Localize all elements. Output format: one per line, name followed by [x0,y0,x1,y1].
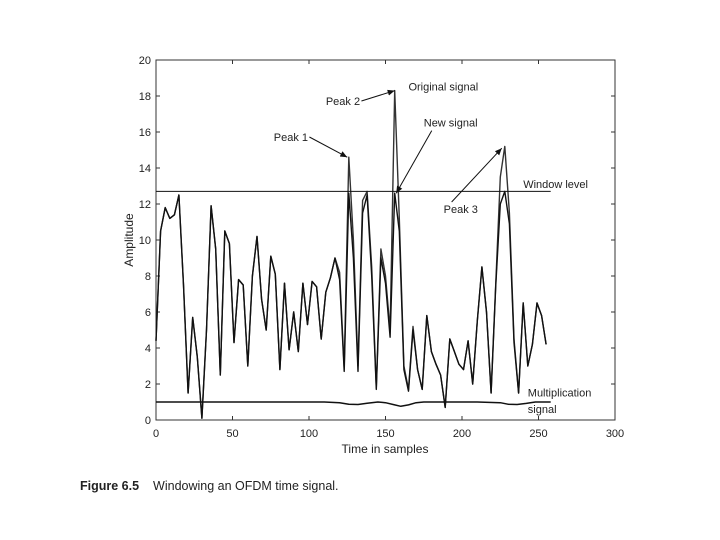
y-tick-label-10: 10 [139,235,151,247]
y-tick-label-12: 12 [139,199,151,211]
x-tick-label-300: 300 [606,428,624,440]
x-tick-label-150: 150 [376,428,394,440]
axis-ticks: 0 50 100 150 200 250 300 0 2 4 6 8 10 12 14 16 18 20 [139,55,624,440]
annotation-peak-1: Peak 1 [274,132,308,144]
annotation-arrow-new-signal [395,130,433,194]
annotation-arrow-peak-1 [309,136,348,158]
y-tick-label-6: 6 [145,307,151,319]
series-original-signal [155,89,547,419]
annotation-signal: signal [528,404,557,416]
series-new-signal [155,190,547,419]
annotation-multiplication: Multiplication [528,388,592,400]
y-tick-label-4: 4 [145,343,151,355]
series-multiplication-signal [156,401,551,408]
y-tick-label-14: 14 [139,163,151,175]
annotation-peak-2: Peak 2 [326,96,360,108]
y-tick-label-16: 16 [139,127,151,139]
x-tick-label-100: 100 [300,428,318,440]
annotation-window-level: Window level [523,179,588,191]
x-tick-label-200: 200 [453,428,471,440]
x-tick-label-250: 250 [529,428,547,440]
y-tick-label-8: 8 [145,271,151,283]
annotation-arrow-peak-3 [451,147,503,203]
y-axis-title: Amplitude [122,213,136,267]
annotation-arrow-peak-2 [361,89,395,102]
annotation-original-signal: Original signal [408,82,478,94]
annotations: Peak 1 Peak 2 Original signal New signal Win… [274,82,592,416]
series-lines [155,89,551,419]
y-tick-label-18: 18 [139,91,151,103]
y-tick-label-0: 0 [145,415,151,427]
annotation-new-signal: New signal [424,118,478,130]
y-tick-label-2: 2 [145,379,151,391]
annotation-peak-3: Peak 3 [444,204,478,216]
y-tick-label-20: 20 [139,55,151,67]
x-tick-label-50: 50 [226,428,238,440]
chart: 0 50 100 150 200 250 300 0 2 4 6 8 10 12 14 16 18 20 Peak… [122,55,624,456]
caption-text: Windowing an OFDM time signal. [153,479,339,493]
x-axis-title: Time in samples [342,442,429,456]
figure-caption: Figure 6.5 Windowing an OFDM time signal. [80,479,339,493]
figure-number: Figure 6.5 [80,479,140,493]
x-tick-label-0: 0 [153,428,159,440]
